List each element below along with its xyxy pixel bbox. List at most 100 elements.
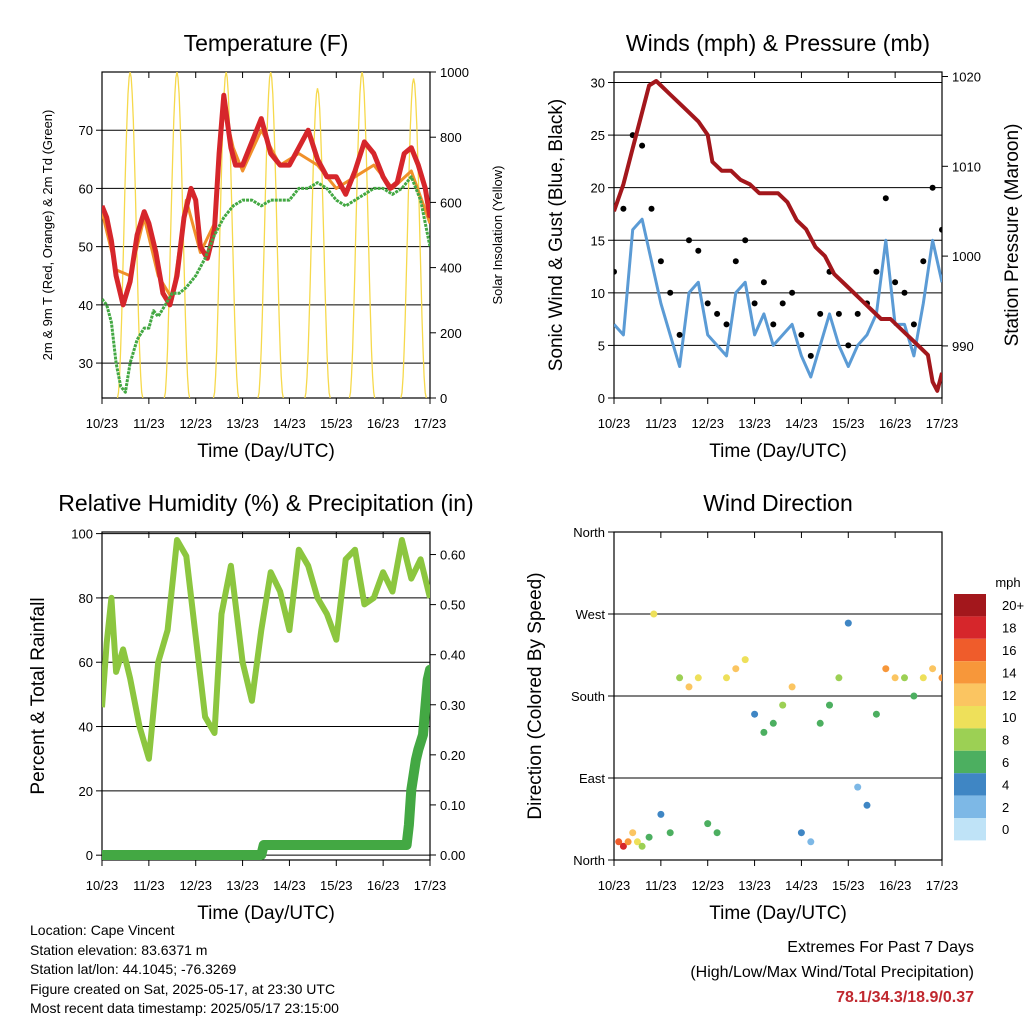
solar-insolation-curve xyxy=(116,72,144,398)
y2-tick-label: 1000 xyxy=(952,249,981,264)
gust-point xyxy=(929,184,936,191)
x-axis-title: Time (Day/UTC) xyxy=(709,903,847,924)
temperature-9m-line xyxy=(102,105,430,301)
relative-humidity-line xyxy=(102,537,430,762)
wind-direction-point xyxy=(657,810,665,818)
gust-point xyxy=(620,205,627,212)
wind-direction-point xyxy=(769,719,777,727)
y2-tick-label: 200 xyxy=(440,326,462,341)
extremes-box: Extremes For Past 7 Days (High/Low/Max W… xyxy=(690,935,974,1010)
y-axis-title: 2m & 9m T (Red, Orange) & 2m Td (Green) xyxy=(40,110,55,361)
colorbar-label: 14 xyxy=(1002,665,1016,680)
x-tick-label: 11/23 xyxy=(133,416,165,431)
y2-tick-label: 0.20 xyxy=(440,748,465,763)
gust-point xyxy=(807,352,814,359)
gust-point xyxy=(882,195,889,202)
wind-direction-point xyxy=(704,820,712,828)
x-axis-title: Time (Day/UTC) xyxy=(709,441,847,462)
wind-direction-point xyxy=(835,674,843,682)
humidity-marks xyxy=(102,537,430,860)
wind-direction-point xyxy=(910,692,918,700)
temperature-panel: 30 40 50 60 70 0 200 400 600 800 1000 10/23 11/23 12/… xyxy=(40,30,505,462)
wind-direction-point xyxy=(891,674,899,682)
colorbar-swatch xyxy=(954,706,986,729)
total-rainfall-line xyxy=(102,664,430,860)
wind-direction-point xyxy=(854,783,862,791)
gust-point xyxy=(873,268,880,275)
humidity-panel: 0 20 40 60 80 100 0.00 0.10 0.20 0.30 0.40 0.50 0.60… xyxy=(28,490,474,924)
y-tick-label: East xyxy=(579,771,605,786)
x-tick-label: 12/23 xyxy=(179,878,212,893)
y-tick-label: 0 xyxy=(86,848,93,863)
x-tick-label: 10/23 xyxy=(86,416,119,431)
colorbar-label: 16 xyxy=(1002,643,1016,658)
y2-tick-label: 600 xyxy=(440,195,462,210)
speed-colorbar: mph 20+ 18 16 14 12 10 8 6 4 2 0 xyxy=(954,575,1024,841)
colorbar-label: 20+ xyxy=(1002,598,1024,613)
x-tick-label: 15/23 xyxy=(320,416,353,431)
y-tick-label: 20 xyxy=(591,181,605,196)
y2-tick-label: 1000 xyxy=(440,65,469,80)
gust-point xyxy=(667,289,674,296)
y-tick-label: 60 xyxy=(79,181,93,196)
y2-tick-label: 400 xyxy=(440,261,462,276)
gust-point xyxy=(845,342,852,349)
wind-direction-point xyxy=(826,701,833,709)
gust-point xyxy=(751,300,758,307)
station-pressure-line xyxy=(614,79,942,393)
chart-title: Temperature (F) xyxy=(184,30,349,56)
gust-point xyxy=(676,331,683,338)
wind-direction-point xyxy=(929,665,937,673)
temperature-2m-line xyxy=(102,92,430,308)
x-tick-label: 12/23 xyxy=(691,878,724,893)
wind-direction-point xyxy=(713,829,721,837)
wind-direction-point xyxy=(732,665,740,673)
wind-direction-point xyxy=(650,610,658,618)
x-axis-title: Time (Day/UTC) xyxy=(197,441,335,462)
y-tick-label: 40 xyxy=(79,298,93,313)
wind-direction-point xyxy=(807,838,815,846)
y-tick-label: 25 xyxy=(591,128,605,143)
x-tick-label: 14/23 xyxy=(273,416,306,431)
solar-insolation-curve xyxy=(304,88,331,398)
colorbar-swatch xyxy=(954,661,986,684)
wind-direction-point xyxy=(685,683,693,691)
y-tick-label: 30 xyxy=(591,76,605,91)
colorbar-swatch xyxy=(954,773,986,796)
x-tick-label: 12/23 xyxy=(179,416,212,431)
x-tick-label: 15/23 xyxy=(832,878,865,893)
gust-point xyxy=(686,237,692,244)
colorbar-label: 4 xyxy=(1002,777,1009,792)
x-tick-label: 11/23 xyxy=(645,416,677,431)
station-info: Location: Cape Vincent Station elevation… xyxy=(30,921,339,1019)
y2-axis-title: Solar Insolation (Yellow) xyxy=(490,166,505,305)
solar-insolation-curve xyxy=(212,72,240,398)
wind-direction-point xyxy=(751,710,759,718)
y-tick-label: 10 xyxy=(591,286,605,301)
y2-axis-title: Station Pressure (Maroon) xyxy=(1002,124,1023,347)
wind-direction-point xyxy=(882,665,890,673)
gust-point xyxy=(614,268,617,275)
colorbar-swatch xyxy=(954,818,986,841)
y-tick-label: 0 xyxy=(598,391,605,406)
wind-direction-point xyxy=(872,710,880,718)
solar-insolation-curve xyxy=(163,72,191,398)
extremes-title: Extremes For Past 7 Days xyxy=(787,939,974,956)
x-tick-label: 14/23 xyxy=(785,416,818,431)
y-tick-label: 60 xyxy=(79,655,93,670)
wind-direction-point xyxy=(624,838,632,846)
wind-direction-point xyxy=(938,674,942,682)
x-axis-title: Time (Day/UTC) xyxy=(197,903,335,924)
gust-point xyxy=(779,300,786,307)
solar-insolation-curve xyxy=(257,72,284,398)
x-tick-label: 13/23 xyxy=(226,416,259,431)
gust-point xyxy=(639,142,646,149)
y-axis-title: Sonic Wind & Gust (Blue, Black) xyxy=(546,99,567,371)
y-tick-label: West xyxy=(576,607,606,622)
wind-direction-point xyxy=(919,674,927,682)
solar-insolation-curve xyxy=(400,78,427,398)
wind-direction-point xyxy=(638,842,646,850)
y-tick-label: 70 xyxy=(79,123,93,138)
gust-point xyxy=(732,258,739,265)
